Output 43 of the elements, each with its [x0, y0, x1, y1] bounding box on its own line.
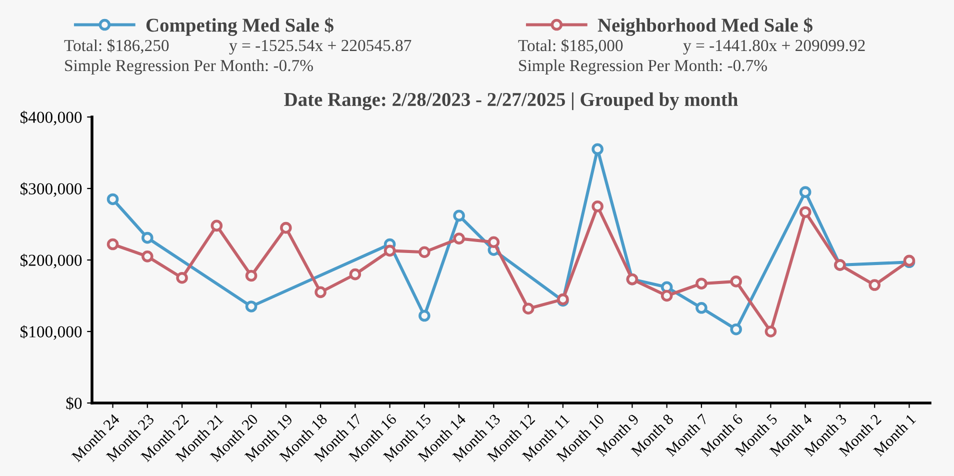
- point: [106, 238, 119, 250]
- point: [245, 300, 258, 312]
- legend-label: Competing Med Sale $: [146, 18, 334, 36]
- point: [314, 286, 326, 298]
- y-tick-label: $400,000: [20, 110, 82, 126]
- point: [730, 276, 742, 288]
- point: [522, 302, 534, 315]
- point: [799, 206, 812, 218]
- point: [176, 272, 188, 284]
- point: [592, 143, 604, 156]
- point: [349, 268, 362, 280]
- text: Total: $186,250: [64, 38, 169, 54]
- text: y = -1525.54x + 220545.87: [229, 40, 412, 55]
- y-tick-label: $200,000: [20, 254, 82, 268]
- text: Total: $185,000: [518, 38, 623, 54]
- point: [210, 220, 223, 232]
- y-tick-label: $0: [66, 396, 82, 410]
- point: [245, 270, 258, 282]
- point: [764, 326, 777, 338]
- point: [280, 222, 292, 234]
- text: Simple Regression Per Month: -0.7%: [65, 59, 313, 75]
- chart-title: Date Range: 2/28/2023 - 2/27/2025 | Grouped by month: [284, 92, 738, 110]
- point: [418, 310, 430, 322]
- point: [142, 250, 154, 262]
- point: [384, 244, 396, 257]
- text: y = -1441.80x + 209099.92: [683, 40, 865, 55]
- point: [868, 279, 880, 291]
- point: [106, 193, 119, 206]
- point: [660, 290, 673, 302]
- y-tick-label: $300,000: [20, 182, 82, 197]
- point: [799, 186, 812, 198]
- point: [142, 232, 154, 244]
- point: [592, 200, 604, 212]
- y-tick-label: $100,000: [20, 325, 82, 340]
- point: [696, 278, 708, 290]
- text: Simple Regression Per Month: -0.7%: [519, 59, 767, 75]
- point: [730, 323, 742, 336]
- legend-label: Neighborhood Med Sale $: [598, 18, 812, 36]
- point: [453, 232, 465, 244]
- point: [488, 236, 500, 248]
- point: [418, 246, 430, 258]
- point: [696, 302, 708, 314]
- point: [453, 210, 465, 222]
